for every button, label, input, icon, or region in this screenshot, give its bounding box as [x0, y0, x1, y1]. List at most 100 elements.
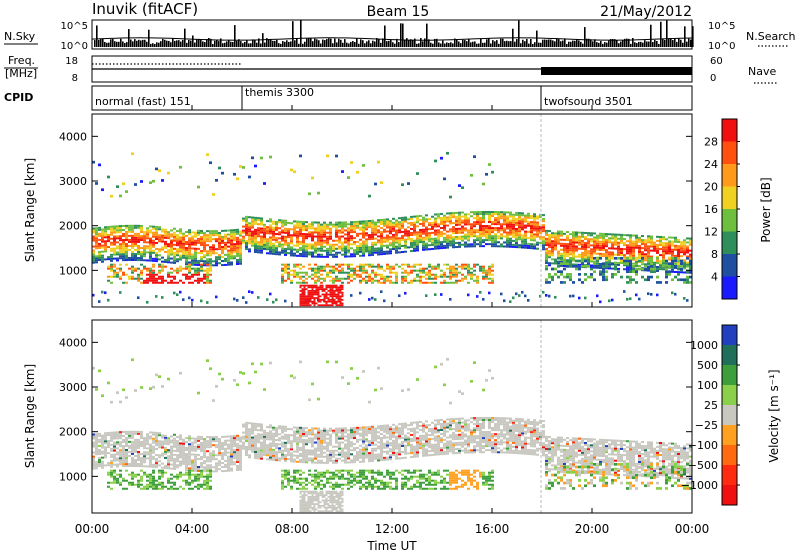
power-cell: [307, 300, 310, 303]
power-cell: [173, 255, 176, 258]
velocity-cell: [158, 471, 161, 474]
power-cell: [503, 221, 506, 224]
velocity-cell: [170, 451, 173, 454]
power-cell: [95, 182, 98, 185]
power-cell: [461, 231, 464, 234]
power-cell: [446, 224, 449, 227]
power-cell: [389, 220, 392, 223]
power-cell: [224, 259, 227, 262]
nsky-bar: [614, 39, 616, 47]
power-cell: [653, 243, 656, 246]
power-cell: [269, 240, 272, 243]
power-cell: [551, 234, 554, 237]
power-cell: [233, 245, 236, 248]
power-cell: [170, 243, 173, 246]
power-cell: [315, 297, 318, 299]
power-cell: [419, 271, 422, 274]
power-cell: [410, 221, 413, 224]
power-cell: [368, 298, 371, 301]
power-cell: [689, 262, 692, 266]
power-cell: [509, 233, 512, 236]
power-cell: [410, 240, 413, 243]
power-cell: [128, 244, 131, 247]
power-cell: [107, 227, 110, 230]
power-cell: [254, 244, 257, 247]
power-cell: [518, 294, 521, 297]
power-cell: [331, 300, 334, 303]
velocity-cell: [128, 440, 131, 443]
velocity-cell: [155, 373, 158, 377]
power-cell: [317, 279, 320, 282]
power-cell: [431, 243, 434, 246]
power-cell: [446, 275, 449, 278]
power-cell: [449, 214, 452, 217]
power-cell: [461, 211, 464, 214]
power-cell: [395, 249, 398, 252]
power-cell: [200, 260, 203, 263]
power-cell: [309, 300, 312, 303]
power-cell: [301, 284, 304, 287]
power-cell: [647, 245, 650, 248]
power-cell: [449, 234, 452, 237]
power-cell: [677, 271, 680, 274]
power-cell: [146, 233, 149, 236]
power-cell: [413, 243, 416, 246]
power-cell: [662, 268, 665, 271]
power-cell: [677, 238, 680, 241]
power-cell: [467, 269, 470, 272]
power-cell: [467, 265, 470, 268]
power-cell: [644, 253, 647, 256]
power-cell: [266, 228, 269, 231]
velocity-cell: [128, 454, 131, 457]
power-cell: [269, 242, 272, 245]
power-cell: [326, 247, 329, 250]
velocity-cell: [161, 452, 164, 455]
power-cell: [248, 250, 251, 253]
power-cell: [419, 233, 422, 236]
power-cell: [476, 223, 479, 226]
power-cell: [644, 243, 647, 246]
power-cell: [605, 249, 608, 252]
power-cell: [545, 243, 548, 246]
power-cell: [650, 249, 653, 252]
power-cell: [674, 265, 677, 268]
power-cell: [422, 228, 425, 231]
nsky-bar: [312, 41, 314, 47]
power-cell: [134, 254, 137, 257]
power-cell: [311, 273, 314, 276]
power-cell: [272, 250, 275, 253]
power-cell: [443, 214, 446, 217]
power-cell: [299, 286, 302, 289]
velocity-cell: [206, 442, 209, 445]
power-cell: [380, 275, 383, 278]
power-cell: [179, 279, 182, 282]
velocity-cell: [116, 451, 119, 454]
velocity-cell: [146, 483, 149, 486]
colorbar-swatch: [722, 186, 737, 210]
velocity-cell: [140, 487, 143, 490]
power-cell: [101, 188, 104, 192]
nsky-bar: [322, 39, 324, 47]
velocity-cell: [212, 440, 215, 443]
power-cell: [338, 239, 341, 242]
power-cell: [635, 236, 638, 239]
nsky-bar: [380, 42, 382, 47]
power-cell: [296, 248, 299, 251]
power-cell: [410, 238, 413, 241]
power-cell: [242, 231, 245, 234]
power-cell: [137, 224, 140, 227]
nsky-bar: [432, 43, 434, 47]
nsky-bar: [638, 41, 640, 47]
power-cell: [275, 298, 278, 302]
velocity-cell: [119, 431, 122, 434]
power-cell: [221, 252, 224, 255]
power-cell: [359, 279, 362, 282]
power-cell: [491, 227, 494, 230]
power-cell: [380, 237, 383, 240]
velocity-cell: [140, 432, 143, 435]
power-cell: [290, 279, 293, 282]
freq-label-2: [MHz]: [5, 67, 37, 80]
power-cell: [587, 238, 590, 241]
velocity-cell: [197, 445, 200, 448]
power-cell: [425, 234, 428, 237]
